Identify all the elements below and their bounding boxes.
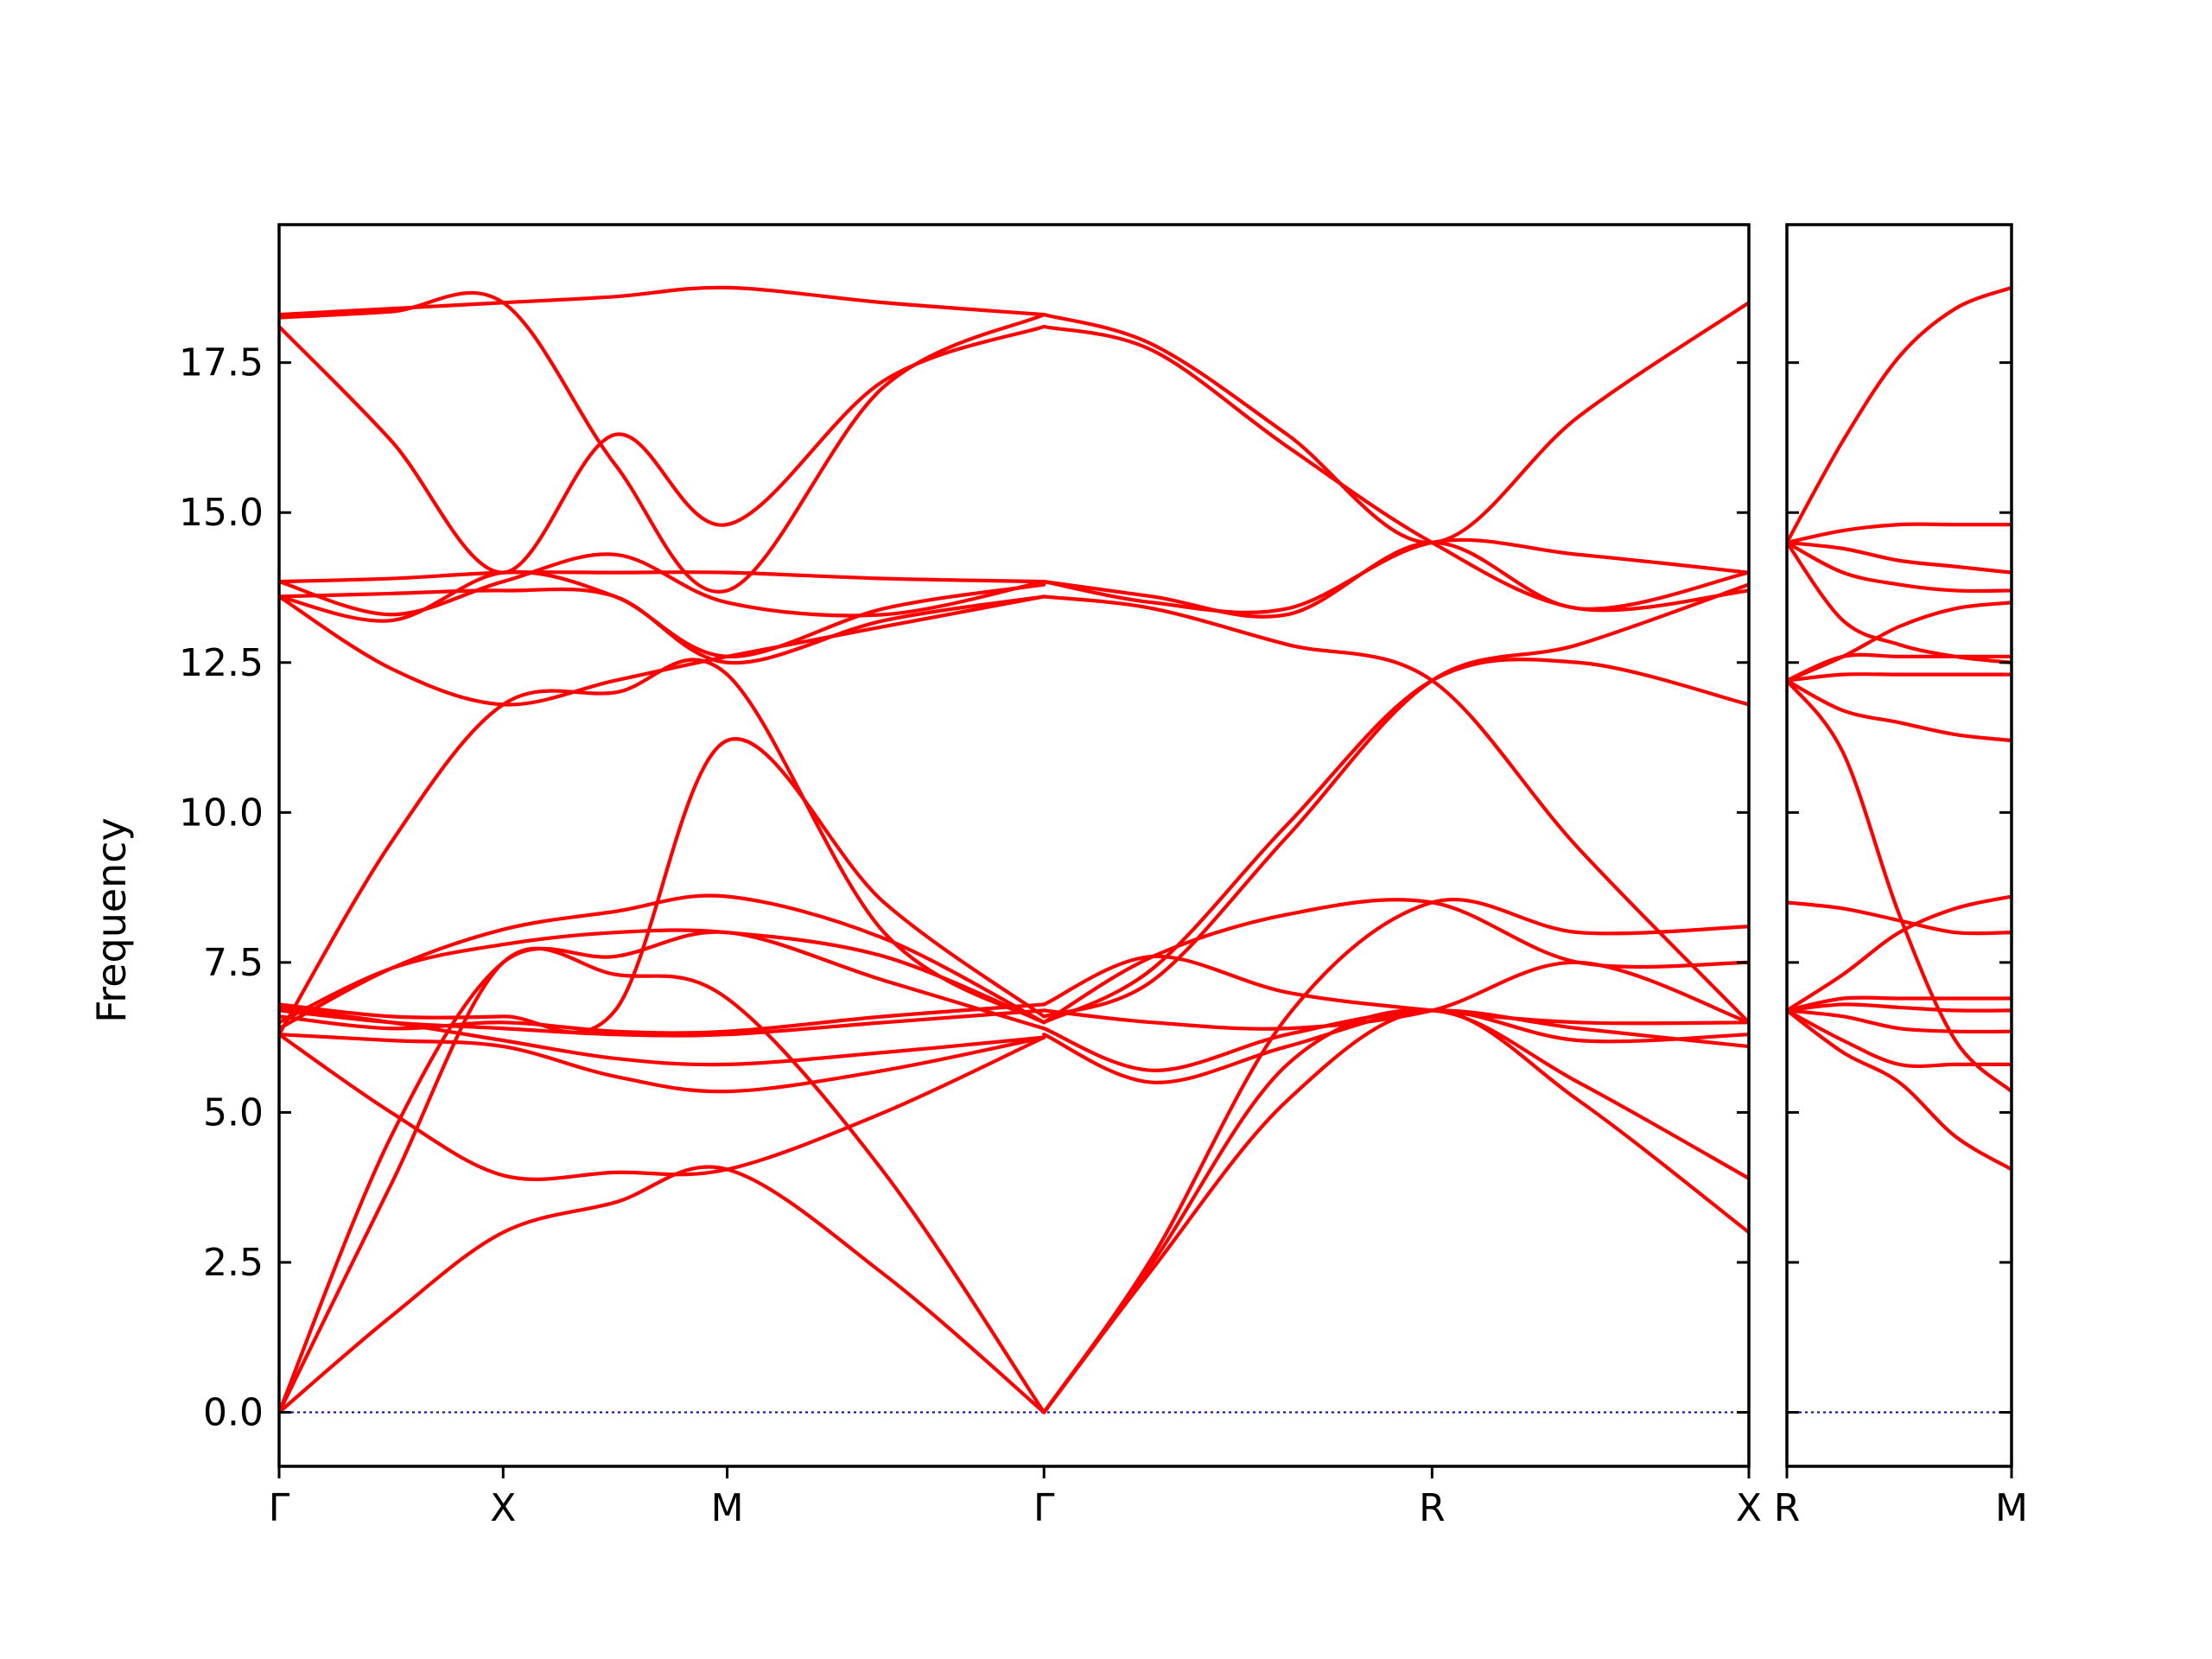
- band-line-4: [1787, 1002, 2012, 1013]
- band-line-8: [279, 1002, 1046, 1035]
- band-line-11: [1787, 652, 2012, 683]
- band-line-6: [279, 893, 1046, 1031]
- y-axis-label: Frequency: [88, 817, 135, 1023]
- x-tick-label: Γ: [1033, 1486, 1055, 1530]
- x-tick-label: M: [711, 1486, 744, 1530]
- panel-1: 0.0 2.5 5.0 7.5 10.0 12.5 15.0 17.5 Γ X M Γ R X: [179, 223, 1762, 1530]
- y-tick-label: 10.0: [179, 791, 264, 835]
- x-tick-label: R: [1774, 1486, 1801, 1530]
- band-line-27: [1042, 960, 1749, 1031]
- band-line-10: [1787, 672, 2012, 683]
- band-line-9: [1787, 678, 2012, 743]
- band-line-8: [1787, 678, 2012, 1094]
- x-tick-label: R: [1419, 1486, 1446, 1530]
- y-tick-label: 7.5: [203, 941, 264, 985]
- band-line-14: [1787, 540, 2012, 594]
- band-line-19: [279, 285, 1046, 317]
- band-line-17: [279, 569, 1046, 658]
- band-line-13: [1787, 540, 2012, 664]
- y-tick-label: 15.0: [179, 491, 264, 535]
- band-lines: [1787, 285, 2012, 1172]
- band-line-17: [1787, 285, 2012, 545]
- x-tick-label: X: [490, 1486, 516, 1530]
- band-line-25: [1042, 1008, 1749, 1072]
- band-line-18: [279, 324, 1046, 575]
- band-line-34: [1042, 301, 1749, 545]
- band-line-3: [1787, 1008, 2012, 1034]
- band-line-31: [1042, 594, 1749, 1025]
- band-line-35: [1042, 324, 1749, 613]
- y-tick-label: 0.0: [203, 1391, 264, 1435]
- band-line-4: [279, 1033, 1046, 1181]
- y-tick-label: 12.5: [179, 641, 264, 685]
- band-lines: [279, 285, 1749, 1414]
- band-line-28: [1042, 954, 1749, 1026]
- band-line-20: [279, 290, 1046, 594]
- band-line-13: [279, 594, 1046, 707]
- y-tick-label: 2.5: [203, 1241, 264, 1285]
- band-line-16: [279, 570, 1046, 584]
- band-line-6: [1787, 894, 2012, 1013]
- band-line-16: [1787, 522, 2012, 545]
- band-line-1: [279, 1165, 1046, 1414]
- band-line-23: [1042, 897, 1749, 1414]
- band-line-11: [279, 658, 1046, 1037]
- band-line-5: [279, 1033, 1046, 1094]
- band-line-7: [279, 928, 1046, 1025]
- band-line-5: [1787, 995, 2012, 1013]
- band-line-1: [1787, 1008, 2012, 1172]
- band-line-7: [1787, 900, 2012, 936]
- band-line-29: [1042, 658, 1749, 1025]
- band-line-30: [1042, 582, 1749, 1019]
- y-tick-label: 5.0: [203, 1090, 264, 1135]
- x-tick-label: X: [1736, 1486, 1762, 1530]
- plot-frame: [1785, 223, 2013, 1468]
- band-line-33: [1042, 540, 1749, 619]
- plot-frame: [277, 223, 1751, 1468]
- plot-panels: 0.02.55.07.510.012.515.017.5Γ X M Γ R X R M: [179, 223, 2028, 1530]
- band-line-10: [279, 1005, 1046, 1067]
- band-line-15: [1787, 540, 2012, 575]
- band-line-2: [279, 946, 1046, 1414]
- band-line-12: [1787, 601, 2012, 683]
- x-tick-label: M: [1995, 1486, 2028, 1530]
- band-line-15: [279, 552, 1046, 618]
- x-tick-label: Γ: [269, 1486, 290, 1530]
- band-line-21: [1042, 1008, 1749, 1414]
- band-line-12: [279, 737, 1046, 1034]
- band-line-3: [279, 930, 1046, 1414]
- y-tick-label: 17.5: [179, 341, 264, 385]
